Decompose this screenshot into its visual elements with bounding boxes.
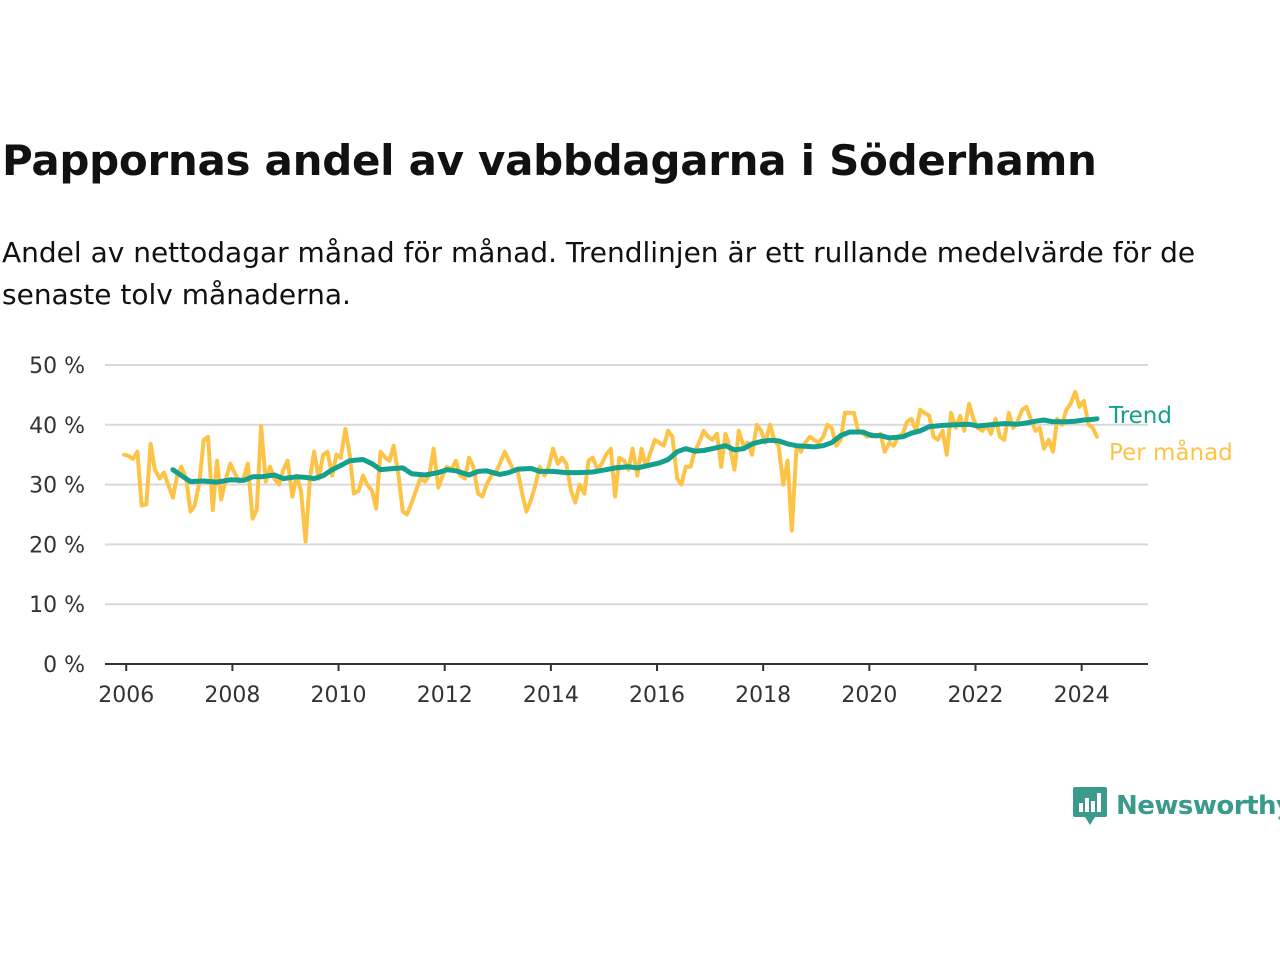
x-tick-label: 2008 xyxy=(204,683,260,708)
chart-subtitle: Andel av nettodagar månad för månad. Tre… xyxy=(2,236,1196,311)
x-tick-label: 2018 xyxy=(735,683,791,708)
y-tick-label: 40 % xyxy=(29,414,85,439)
y-axis-labels: 0 % 10 % 20 % 30 % 40 % 50 % xyxy=(29,354,85,678)
grid-lines xyxy=(105,364,1148,606)
legend-label-trend: Trend xyxy=(1108,403,1172,429)
brand-name: Newsworthy xyxy=(1116,791,1280,821)
inline-legend: Per månad Trend xyxy=(1108,403,1233,466)
y-tick-label: 50 % xyxy=(29,354,85,379)
x-tick-label: 2006 xyxy=(98,683,154,708)
y-tick-label: 10 % xyxy=(29,593,85,618)
x-tick-label: 2014 xyxy=(523,683,579,708)
x-axis: 2006 2008 2010 2012 2014 2016 2018 2020 2022 2024 xyxy=(98,663,1148,708)
brand-logo[interactable]: Newsworthy xyxy=(1072,785,1280,827)
chart-title: Pappornas andel av vabbdagarna i Söderha… xyxy=(2,136,1097,185)
x-tick-label: 2010 xyxy=(311,683,367,708)
x-tick-label: 2012 xyxy=(417,683,473,708)
series-lines xyxy=(122,389,1100,544)
series-line-per-manad xyxy=(122,389,1099,544)
x-tick-label: 2020 xyxy=(841,683,897,708)
newsworthy-logo-icon xyxy=(1073,787,1107,825)
legend-label-per-manad: Per månad xyxy=(1109,438,1233,466)
line-chart: 0 % 10 % 20 % 30 % 40 % 50 % 2006 2008 2010 2012… xyxy=(29,354,1233,708)
y-tick-label: 20 % xyxy=(29,533,85,558)
x-tick-label: 2024 xyxy=(1054,683,1110,708)
x-tick-label: 2022 xyxy=(947,683,1003,708)
y-tick-label: 30 % xyxy=(29,474,85,499)
x-tick-label: 2016 xyxy=(629,683,685,708)
y-tick-label: 0 % xyxy=(43,653,85,678)
series-line-trend xyxy=(170,416,1100,485)
